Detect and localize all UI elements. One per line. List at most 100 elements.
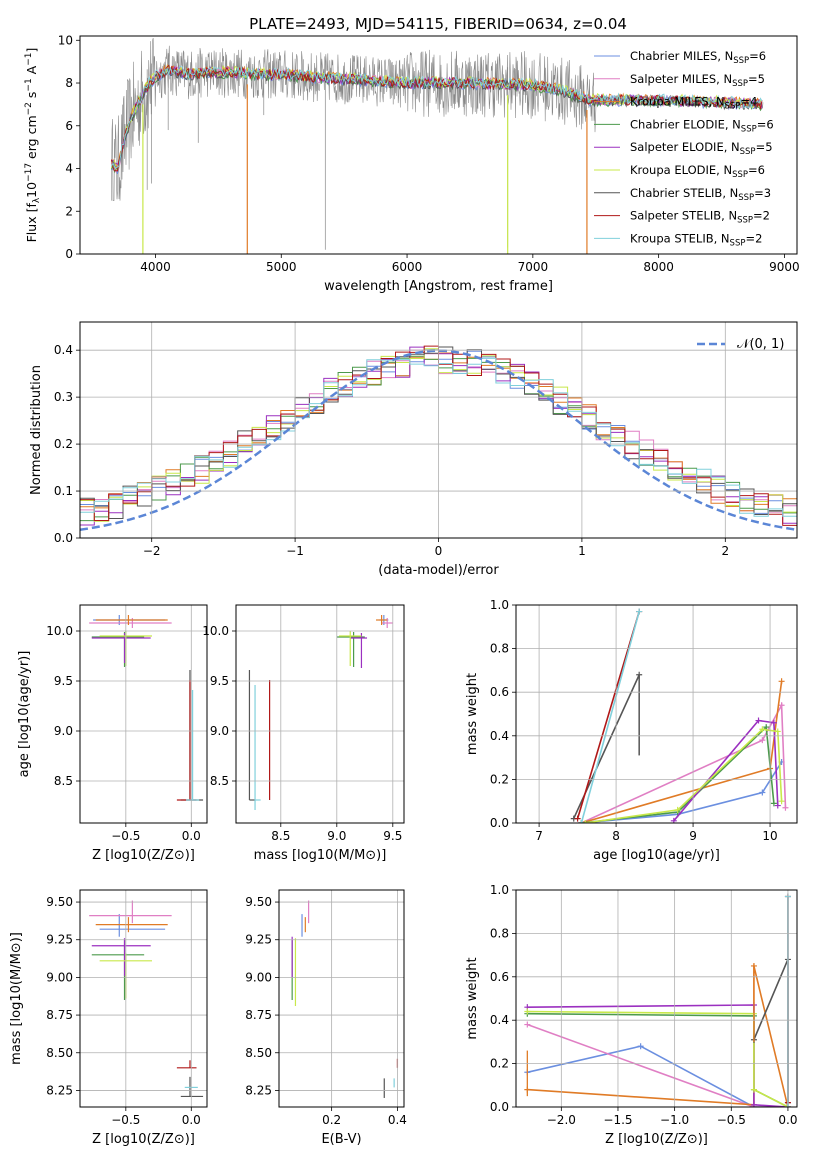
weight-line-salpeter_miles — [527, 1023, 788, 1107]
weight-line-kroupa_stelib — [580, 611, 640, 823]
age-vs-z-plot-area — [89, 615, 204, 801]
spectrum-y-axis-label: Flux [fλ10−17 erg cm−2 s−1 A−1] — [24, 48, 42, 243]
weight-vs-age-y-axis-label: mass weight — [465, 673, 480, 755]
histogram-x-axis-label: (data-model)/error — [378, 563, 499, 578]
legend-label-normal: 𝒩(0, 1) — [737, 337, 784, 352]
legend-label-chabrier_stelib: Chabrier STELIB, NSSP=3 — [630, 186, 771, 203]
weight-vs-z-x-tick-label: −1.5 — [603, 1113, 632, 1127]
mass-vs-ebv-y-tick-label: 8.25 — [245, 1083, 272, 1097]
mass-vs-z-frame — [79, 889, 208, 1108]
weight-vs-z-x-axis-label: Z [log10(Z/Z⊙)] — [605, 1132, 708, 1147]
weight-line-salpeter_stelib — [576, 611, 640, 819]
age-vs-z-x-tick-label: −0.5 — [111, 829, 140, 843]
mass-vs-ebv-y-tick-label: 8.75 — [245, 1008, 272, 1022]
mass-vs-ebv-x-tick-label: 0.4 — [388, 1113, 407, 1127]
weight-vs-z-y-tick-label: 0.0 — [490, 1100, 509, 1114]
mass-vs-z-y-axis-label: mass [log10(M/M⊙)] — [9, 932, 24, 1065]
weight-vs-z-y-tick-label: 0.2 — [490, 1057, 509, 1071]
legend-label-salpeter_elodie: Salpeter ELODIE, NSSP=5 — [630, 140, 773, 157]
age-vs-mass-x-tick-label: 9.5 — [383, 829, 402, 843]
mass-vs-z-x-tick-label: −0.5 — [111, 1113, 140, 1127]
mass-vs-z-y-tick-label: 9.25 — [46, 933, 73, 947]
mass-vs-ebv-y-tick-label: 9.50 — [245, 895, 272, 909]
weight-vs-age-y-tick-label: 0.6 — [490, 685, 509, 699]
mass-vs-ebv-y-tick-label: 9.00 — [245, 970, 272, 984]
weight-vs-z-x-tick-label: −1.0 — [660, 1113, 689, 1127]
age-vs-z-y-tick-label: 8.5 — [54, 774, 73, 788]
weight-marker-kroupa_elodie — [524, 1008, 531, 1015]
weight-vs-age-x-axis-label: age [log10(age/yr)] — [593, 848, 720, 863]
spectrum-x-tick-label: 5000 — [266, 260, 297, 274]
weight-vs-z-x-tick-label: −2.0 — [547, 1113, 576, 1127]
weight-marker-salpeter_miles — [782, 804, 789, 811]
mass-vs-z-y-tick-label: 8.25 — [46, 1083, 73, 1097]
age-vs-z-x-tick-label: 0.0 — [182, 829, 201, 843]
weight-vs-z-y-tick-label: 1.0 — [490, 883, 509, 897]
weight-line-kroupa_elodie — [527, 1010, 789, 1107]
age-vs-mass-y-tick-label: 8.5 — [210, 774, 229, 788]
mass-vs-z-y-tick-label: 8.50 — [46, 1046, 73, 1060]
histogram-y-tick-label: 0.2 — [54, 437, 73, 451]
weight-vs-age-x-tick-label: 8 — [612, 829, 620, 843]
mass-vs-z-y-tick-label: 9.50 — [46, 895, 73, 909]
weight-marker-kroupa_miles — [778, 678, 785, 685]
age-vs-z-y-tick-label: 9.0 — [54, 724, 73, 738]
mass-vs-ebv-y-tick-label: 9.25 — [245, 933, 272, 947]
weight-vs-z-x-tick-label: −0.5 — [717, 1113, 746, 1127]
spectrum-y-tick-label: 8 — [65, 76, 73, 90]
weight-marker-salpeter_miles — [524, 1021, 531, 1028]
age-vs-mass-y-tick-label: 10.0 — [202, 624, 229, 638]
weight-vs-z-y-tick-label: 0.8 — [490, 926, 509, 940]
age-vs-mass-x-axis-label: mass [log10(M/M⊙)] — [254, 848, 387, 863]
model-spectrum-salpeter_stelib — [110, 64, 763, 172]
histogram-x-tick-label: −2 — [143, 544, 161, 558]
spectrum-x-tick-label: 8000 — [643, 260, 674, 274]
weight-marker-kroupa_elodie — [750, 1086, 757, 1093]
legend-label-chabrier_elodie: Chabrier ELODIE, NSSP=6 — [630, 117, 774, 134]
histogram-x-tick-label: 2 — [721, 544, 729, 558]
histogram-x-tick-label: 1 — [578, 544, 586, 558]
histogram-x-tick-label: 0 — [435, 544, 443, 558]
spectrum-plot-area — [110, 38, 764, 254]
weight-vs-z-y-tick-label: 0.6 — [490, 970, 509, 984]
age-vs-mass-x-tick-label: 8.5 — [271, 829, 290, 843]
plot-layer: 4000 5000 6000 7000 8000 90000246810wavelengt… — [9, 33, 800, 1147]
weight-marker-chabrier_miles — [637, 1043, 644, 1050]
weight-marker-kroupa_elodie — [778, 798, 785, 805]
weight-marker-salpeter_stelib — [574, 815, 581, 822]
mass-vs-ebv-x-axis-label: E(B-V) — [321, 1132, 361, 1147]
weight-vs-age-y-tick-label: 0.0 — [490, 816, 509, 830]
spectrum-frame — [79, 35, 798, 255]
weight-marker-salpeter_miles — [778, 702, 785, 709]
age-vs-z-y-axis-label: age [log10(age/yr)] — [17, 651, 32, 778]
weight-vs-age-y-tick-label: 0.2 — [490, 772, 509, 786]
weight-marker-kroupa_stelib — [578, 820, 585, 823]
legend-label-kroupa_stelib: Kroupa STELIB, NSSP=2 — [630, 231, 762, 248]
mass-vs-ebv-plot-area — [291, 900, 399, 1098]
histogram-y-axis-label: Normed distribution — [29, 365, 44, 495]
legend-label-kroupa_miles: Kroupa MILES, NSSP=4 — [630, 95, 757, 112]
age-vs-z-y-tick-label: 10.0 — [46, 624, 73, 638]
histogram-frame — [79, 321, 798, 539]
legend-label-salpeter_stelib: Salpeter STELIB, NSSP=2 — [630, 209, 770, 226]
spectrum-y-tick-label: 6 — [65, 119, 73, 133]
histogram-x-tick-label: −1 — [286, 544, 304, 558]
age-vs-mass-y-tick-label: 9.0 — [210, 724, 229, 738]
histogram-y-tick-label: 0.3 — [54, 390, 73, 404]
age-vs-mass-y-tick-label: 9.5 — [210, 674, 229, 688]
weight-marker-chabrier_elodie — [770, 800, 777, 807]
weight-marker-kroupa_stelib — [636, 608, 643, 615]
mass-vs-ebv-y-tick-label: 8.50 — [245, 1046, 272, 1060]
legend-label-chabrier_miles: Chabrier MILES, NSSP=6 — [630, 49, 766, 66]
weight-vs-z-y-tick-label: 0.4 — [490, 1013, 509, 1027]
mass-vs-z-y-tick-label: 8.75 — [46, 1008, 73, 1022]
figure-title: PLATE=2493, MJD=54115, FIBERID=0634, z=0… — [249, 15, 627, 33]
mass-vs-z-x-tick-label: 0.0 — [182, 1113, 201, 1127]
age-vs-mass-x-tick-label: 9.0 — [327, 829, 346, 843]
weight-marker-salpeter_miles — [759, 737, 766, 744]
spectrum-y-tick-label: 2 — [65, 204, 73, 218]
mass-vs-ebv-x-tick-label: 0.2 — [322, 1113, 341, 1127]
spectrum-y-tick-label: 10 — [58, 33, 73, 47]
weight-marker-kroupa_elodie — [759, 726, 766, 733]
